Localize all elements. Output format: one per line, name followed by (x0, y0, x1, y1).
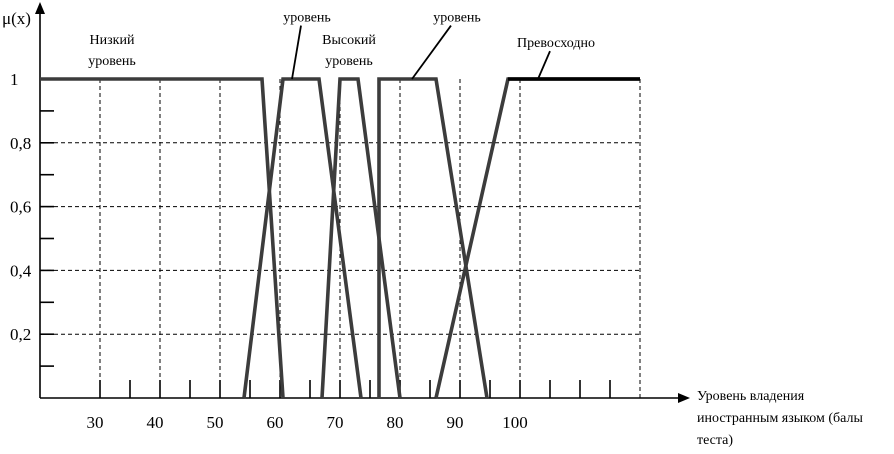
x-tick-label-70: 70 (327, 413, 344, 432)
grid (40, 79, 641, 398)
x-axis-arrow-icon (678, 393, 690, 403)
x-tick-label-40: 40 (147, 413, 164, 432)
x-tick-label-90: 90 (447, 413, 464, 432)
x-tick-label-60: 60 (267, 413, 284, 432)
annotation-2-leader (291, 25, 302, 80)
annotations: Низкий уровень уровень Высокий уровень уровен… (88, 11, 595, 80)
membership-series-4 (377, 77, 489, 399)
ticks (40, 78, 611, 398)
annotation-3: Высокий уровень (322, 33, 376, 69)
x-axis-title-line-2: иностранным языком (балы (697, 411, 863, 426)
y-tick-label-1: 0,8 (10, 134, 31, 153)
membership-series-5 (434, 77, 640, 399)
annotation-3-line-2: уровень (325, 54, 373, 69)
y-tick-label-3: 0,4 (10, 261, 32, 280)
annotation-4-leader (411, 25, 452, 80)
annotation-1-line-1: Низкий (90, 33, 135, 48)
annotation-1-line-2: уровень (88, 54, 136, 69)
membership-series-2 (242, 77, 363, 399)
y-tick-label-4: 0,2 (10, 325, 31, 344)
membership-series-1 (40, 77, 285, 399)
y-tick-label-0: 1 (10, 70, 19, 89)
annotation-5-leader (537, 50, 551, 80)
x-tick-label-50: 50 (207, 413, 224, 432)
y-axis-arrow-icon (35, 2, 45, 14)
annotation-3-line-1: Высокий (322, 33, 376, 48)
annotation-5-line-1: Превосходно (517, 36, 595, 51)
membership-functions (40, 77, 640, 399)
x-tick-label-100: 100 (502, 413, 528, 432)
annotation-4: уровень (433, 11, 481, 26)
annotation-2-line-1: уровень (283, 11, 331, 26)
y-axis-title: μ(x) (2, 9, 31, 28)
x-tick-label-30: 30 (87, 413, 104, 432)
y-tick-label-2: 0,6 (10, 198, 31, 217)
annotation-1: Низкий уровень (88, 33, 136, 69)
x-tick-label-80: 80 (387, 413, 404, 432)
annotation-5: Превосходно (517, 36, 595, 51)
tick-labels: 30 40 50 60 70 80 90 100 1 0,8 0,6 0,4 0,2 (10, 70, 528, 432)
x-axis-title: Уровень владения иностранным языком (бал… (697, 389, 866, 448)
x-axis-title-line-3: теста) (697, 433, 733, 448)
membership-series-3 (320, 77, 402, 399)
annotation-4-line-1: уровень (433, 11, 481, 26)
x-axis-title-line-1: Уровень владения (697, 389, 805, 404)
annotation-2: уровень (283, 11, 331, 26)
